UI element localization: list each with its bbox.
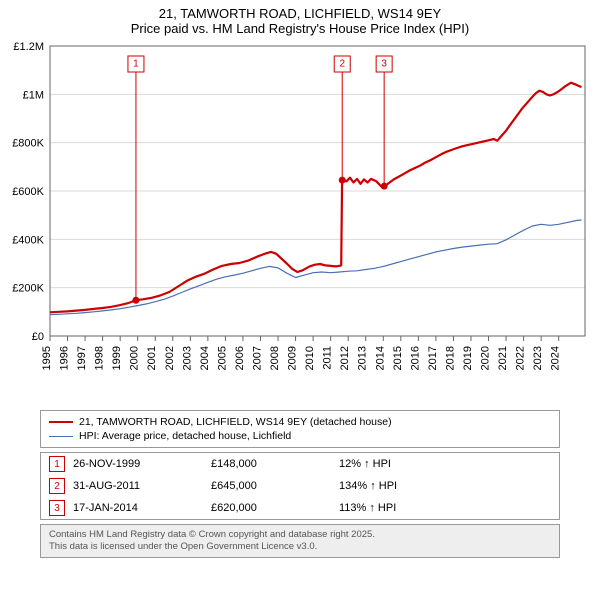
legend-label: HPI: Average price, detached house, Lich…	[79, 430, 291, 442]
series-hpi	[50, 220, 582, 315]
x-tick-label: 2006	[234, 346, 246, 370]
x-tick-label: 2005	[216, 346, 228, 370]
y-tick-label: £800K	[12, 138, 44, 150]
y-tick-label: £0	[32, 331, 44, 343]
x-tick-label: 2007	[251, 346, 263, 370]
title-line-2: Price paid vs. HM Land Registry's House …	[0, 21, 600, 36]
y-tick-label: £200K	[12, 283, 44, 295]
y-tick-label: £1.2M	[13, 41, 44, 53]
chart-svg: £0 £200K £400K £600K £800K £1M £1.2M 1995 1996 19…	[0, 36, 600, 406]
x-tick-label: 2003	[181, 346, 193, 370]
sales-date: 26-NOV-1999	[73, 458, 203, 470]
legend-swatch	[49, 421, 73, 423]
x-tick-label: 2020	[480, 346, 492, 370]
sales-diff: 113% ↑ HPI	[339, 502, 551, 514]
attribution-line-1: Contains HM Land Registry data © Crown c…	[49, 529, 551, 541]
legend-row-0: 21, TAMWORTH ROAD, LICHFIELD, WS14 9EY (…	[49, 415, 551, 429]
y-tick-label: £1M	[23, 89, 44, 101]
x-tick-label: 2001	[146, 346, 158, 370]
chart-area: £0 £200K £400K £600K £800K £1M £1.2M 1995 1996 19…	[0, 36, 600, 406]
y-tick-label: £600K	[12, 186, 44, 198]
sales-date: 31-AUG-2011	[73, 480, 203, 492]
series-property	[50, 83, 582, 313]
x-tick-label: 2021	[497, 346, 509, 370]
legend-row-1: HPI: Average price, detached house, Lich…	[49, 429, 551, 443]
event-dot-3	[381, 183, 388, 190]
x-tick-label: 2008	[269, 346, 281, 370]
x-tick-label: 2023	[532, 346, 544, 370]
x-tick-label: 2016	[409, 346, 421, 370]
title-block: 21, TAMWORTH ROAD, LICHFIELD, WS14 9EY P…	[0, 0, 600, 36]
attribution-line-2: This data is licensed under the Open Gov…	[49, 541, 551, 553]
sales-row-3: 3 17-JAN-2014 £620,000 113% ↑ HPI	[41, 497, 559, 519]
sales-diff: 134% ↑ HPI	[339, 480, 551, 492]
attribution-box: Contains HM Land Registry data © Crown c…	[40, 524, 560, 558]
sales-marker: 3	[49, 500, 65, 516]
sales-table: 1 26-NOV-1999 £148,000 12% ↑ HPI 2 31-AUG-201…	[40, 452, 560, 520]
x-tick-label: 2024	[550, 346, 562, 370]
x-tick-label: 1995	[41, 346, 53, 370]
x-tick-label: 2018	[444, 346, 456, 370]
x-tick-label: 2015	[392, 346, 404, 370]
event-dot-2	[339, 177, 346, 184]
x-tick-label: 2022	[515, 346, 527, 370]
x-tick-label: 1997	[76, 346, 88, 370]
x-tick-label: 2019	[462, 346, 474, 370]
sales-row-1: 1 26-NOV-1999 £148,000 12% ↑ HPI	[41, 453, 559, 475]
x-tick-label: 2004	[199, 346, 211, 370]
event-num-1: 1	[133, 59, 139, 70]
sales-date: 17-JAN-2014	[73, 502, 203, 514]
x-tick-label: 2012	[339, 346, 351, 370]
x-tick-label: 2009	[287, 346, 299, 370]
x-tick-label: 1996	[59, 346, 71, 370]
legend-swatch	[49, 436, 73, 437]
event-num-2: 2	[339, 59, 345, 70]
sales-price: £620,000	[211, 502, 331, 514]
x-tick-label: 1998	[94, 346, 106, 370]
legend: 21, TAMWORTH ROAD, LICHFIELD, WS14 9EY (…	[40, 410, 560, 448]
x-tick-label: 2011	[322, 346, 334, 370]
title-line-1: 21, TAMWORTH ROAD, LICHFIELD, WS14 9EY	[0, 6, 600, 21]
x-tick-label: 2010	[304, 346, 316, 370]
x-tick-label: 2017	[427, 346, 439, 370]
sales-diff: 12% ↑ HPI	[339, 458, 551, 470]
y-tick-label: £400K	[12, 234, 44, 246]
sales-marker: 2	[49, 478, 65, 494]
x-tick-label: 2000	[129, 346, 141, 370]
figure-container: 21, TAMWORTH ROAD, LICHFIELD, WS14 9EY P…	[0, 0, 600, 558]
sales-marker: 1	[49, 456, 65, 472]
x-tick-label: 2002	[164, 346, 176, 370]
x-tick-label: 1999	[111, 346, 123, 370]
event-dot-1	[132, 297, 139, 304]
sales-price: £645,000	[211, 480, 331, 492]
x-tick-label: 2013	[357, 346, 369, 370]
sales-price: £148,000	[211, 458, 331, 470]
x-tick-label: 2014	[374, 346, 386, 370]
event-num-3: 3	[381, 59, 387, 70]
legend-label: 21, TAMWORTH ROAD, LICHFIELD, WS14 9EY (…	[79, 416, 392, 428]
sales-row-2: 2 31-AUG-2011 £645,000 134% ↑ HPI	[41, 475, 559, 497]
